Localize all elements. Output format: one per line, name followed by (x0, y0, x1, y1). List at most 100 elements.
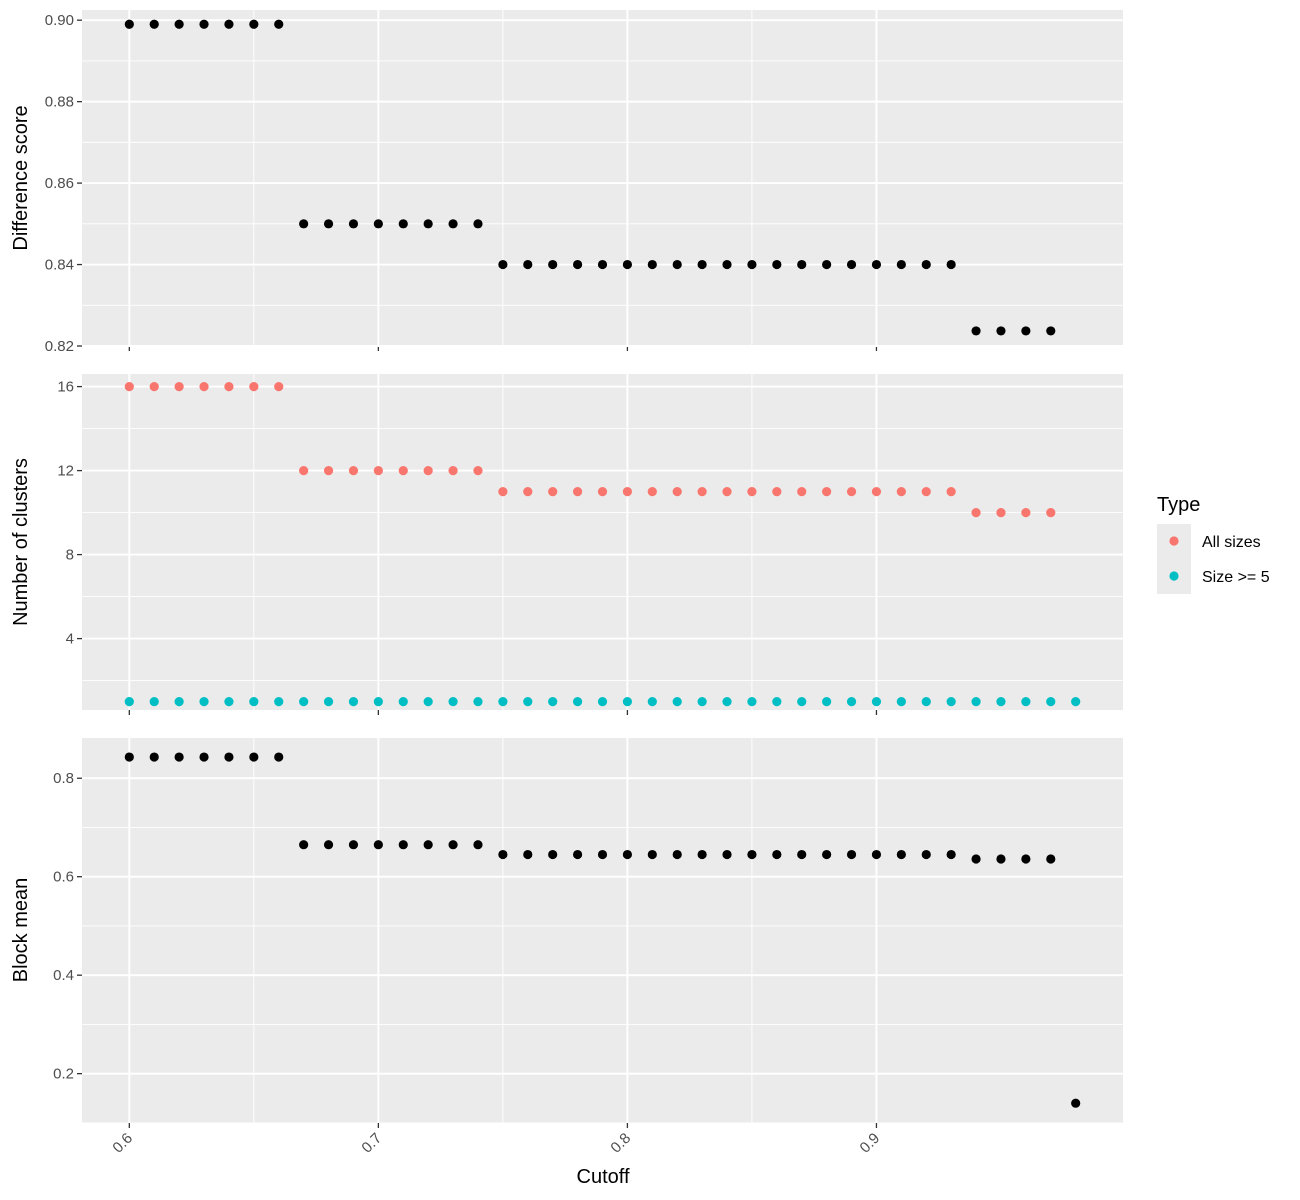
data-point (846, 697, 857, 707)
legend-key-size-ge5-dot (1169, 571, 1179, 581)
data-point (1021, 854, 1031, 864)
y-tick-label: 0.8 (53, 770, 74, 787)
data-point (498, 697, 508, 707)
data-point (1021, 507, 1031, 518)
data-point (1046, 854, 1056, 864)
data-point (274, 697, 284, 707)
data-point (1021, 326, 1031, 336)
data-point (1046, 507, 1056, 518)
data-point (249, 19, 259, 29)
data-point (199, 697, 209, 707)
data-point (946, 697, 956, 707)
data-point (224, 752, 234, 762)
data-point (523, 487, 533, 497)
data-point (747, 487, 757, 497)
data-point (274, 19, 284, 29)
data-point (647, 697, 657, 707)
legend-label-size-ge5: Size >= 5 (1202, 569, 1270, 586)
panel-1: 4 8 12 16 Number of clusters (10, 374, 1123, 715)
y-tick-label: 0.84 (45, 257, 74, 274)
data-point (398, 840, 408, 850)
y-tick-label: 0.82 (45, 338, 74, 355)
data-point (348, 219, 359, 229)
data-point (996, 507, 1006, 518)
panel-0: 0.82 0.84 0.86 0.88 0.90 Difference score (10, 10, 1123, 355)
data-point (548, 487, 558, 497)
data-point (622, 849, 633, 860)
data-point (722, 487, 732, 497)
data-point (224, 382, 234, 392)
data-point (896, 849, 906, 860)
x-tick-label: 0.6 (109, 1130, 136, 1157)
data-point (423, 697, 433, 707)
data-point (672, 849, 682, 860)
panel-2: 0.6 0.7 0.8 0.9 0.2 0.4 0.6 0.8 Block mean (10, 738, 1123, 1157)
y-tick-label: 0.86 (45, 175, 74, 192)
data-point (448, 840, 458, 850)
data-point (1021, 697, 1031, 707)
data-point (473, 219, 483, 229)
data-point (647, 259, 657, 270)
y-tick-label: 4 (66, 631, 74, 648)
data-point (722, 849, 732, 860)
data-point (199, 19, 209, 29)
data-point (249, 382, 259, 392)
x-tick-label: 0.9 (857, 1130, 884, 1157)
data-point (149, 752, 159, 762)
data-point (299, 219, 309, 229)
data-point (299, 697, 309, 707)
data-point (672, 487, 682, 497)
data-point (224, 697, 234, 707)
data-point (697, 697, 707, 707)
panels-group: 0.82 0.84 0.86 0.88 0.90 Difference score 4 8 12… (10, 10, 1123, 1157)
data-point (772, 259, 782, 270)
data-point (398, 466, 408, 476)
data-point (373, 840, 383, 850)
data-point (124, 382, 134, 392)
data-point (448, 697, 458, 707)
data-point (772, 487, 782, 497)
data-point (274, 382, 284, 392)
data-point (1046, 326, 1056, 336)
data-point (523, 259, 533, 270)
panel-0-background (82, 10, 1123, 346)
y-axis-title: Difference score (10, 105, 32, 250)
data-point (846, 849, 857, 860)
data-point (174, 752, 184, 762)
data-point (423, 219, 433, 229)
data-point (946, 487, 956, 497)
y-tick-label: 8 (66, 547, 74, 564)
data-point (224, 19, 234, 29)
legend-key-all-sizes-dot (1169, 536, 1179, 546)
data-point (323, 840, 334, 850)
data-point (946, 849, 956, 860)
data-point (473, 840, 483, 850)
data-point (448, 219, 458, 229)
legend: Type All sizes Size >= 5 (1157, 494, 1270, 594)
data-point (597, 697, 608, 707)
panel-2-background (82, 738, 1123, 1123)
data-point (548, 259, 558, 270)
data-point (822, 849, 832, 860)
data-point (672, 697, 682, 707)
data-point (124, 697, 134, 707)
y-tick-label: 16 (57, 379, 74, 396)
data-point (996, 854, 1006, 864)
data-point (697, 487, 707, 497)
y-axis-title: Number of clusters (10, 458, 32, 626)
data-point (871, 259, 882, 270)
data-point (1046, 697, 1056, 707)
data-point (896, 697, 906, 707)
data-point (348, 466, 359, 476)
y-tick-label: 0.2 (53, 1066, 74, 1083)
data-point (996, 697, 1006, 707)
y-tick-label: 0.6 (53, 869, 74, 886)
legend-label-all-sizes: All sizes (1202, 534, 1261, 551)
data-point (299, 466, 309, 476)
data-point (498, 487, 508, 497)
data-point (498, 259, 508, 270)
data-point (523, 849, 533, 860)
data-point (921, 697, 931, 707)
data-point (548, 697, 558, 707)
